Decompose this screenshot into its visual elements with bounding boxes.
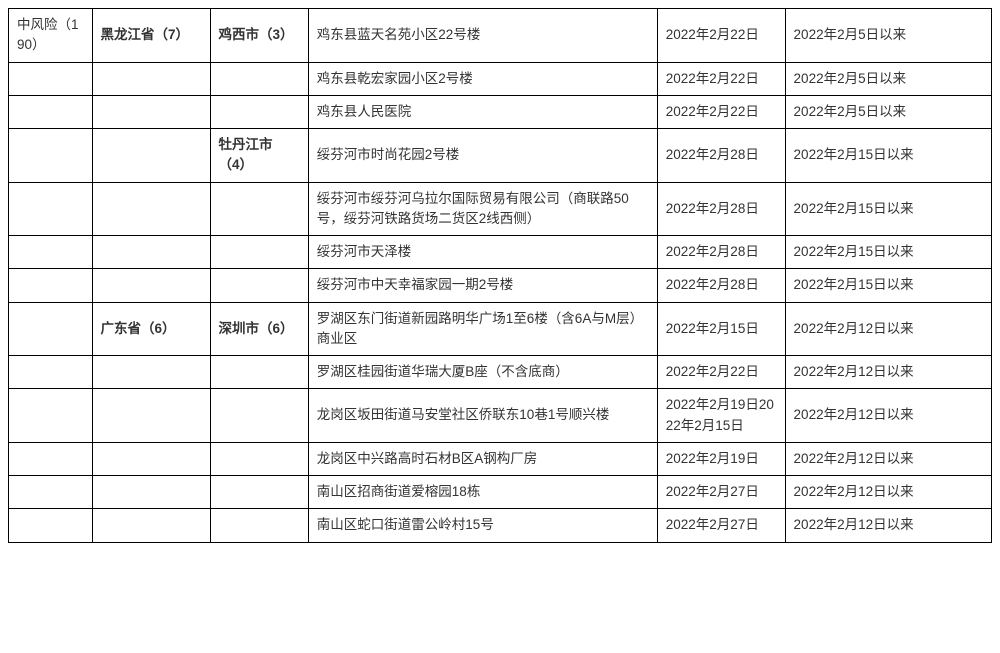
- risk-level-cell: [9, 442, 93, 475]
- address-cell: 绥芬河市时尚花园2号楼: [308, 129, 657, 183]
- province-cell: [92, 129, 210, 183]
- city-cell: [210, 236, 308, 269]
- risk-level-cell: [9, 389, 93, 443]
- address-cell: 龙岗区中兴路高时石材B区A钢构厂房: [308, 442, 657, 475]
- city-cell: [210, 442, 308, 475]
- date2-cell: 2022年2月12日以来: [785, 442, 991, 475]
- province-cell: 黑龙江省（7）: [92, 9, 210, 63]
- city-cell: 鸡西市（3）: [210, 9, 308, 63]
- risk-level-cell: [9, 269, 93, 302]
- city-cell: 牡丹江市（4）: [210, 129, 308, 183]
- date2-cell: 2022年2月5日以来: [785, 95, 991, 128]
- city-cell: [210, 95, 308, 128]
- table-row: 广东省（6）深圳市（6）罗湖区东门街道新园路明华广场1至6楼（含6A与M层）商业…: [9, 302, 992, 356]
- address-cell: 南山区招商街道爱榕园18栋: [308, 476, 657, 509]
- date1-cell: 2022年2月19日: [657, 442, 785, 475]
- address-cell: 鸡东县人民医院: [308, 95, 657, 128]
- province-cell: [92, 95, 210, 128]
- city-cell: [210, 62, 308, 95]
- risk-level-cell: [9, 302, 93, 356]
- risk-level-cell: [9, 476, 93, 509]
- date1-cell: 2022年2月27日: [657, 509, 785, 542]
- province-cell: [92, 476, 210, 509]
- table-row: 罗湖区桂园街道华瑞大厦B座（不含底商）2022年2月22日2022年2月12日以…: [9, 356, 992, 389]
- table-row: 绥芬河市中天幸福家园一期2号楼2022年2月28日2022年2月15日以来: [9, 269, 992, 302]
- address-cell: 鸡东县乾宏家园小区2号楼: [308, 62, 657, 95]
- risk-level-cell: [9, 182, 93, 236]
- risk-level-cell: [9, 356, 93, 389]
- table-row: 绥芬河市天泽楼2022年2月28日2022年2月15日以来: [9, 236, 992, 269]
- city-cell: [210, 269, 308, 302]
- province-cell: 广东省（6）: [92, 302, 210, 356]
- address-cell: 鸡东县蓝天名苑小区22号楼: [308, 9, 657, 63]
- table-row: 龙岗区中兴路高时石材B区A钢构厂房2022年2月19日2022年2月12日以来: [9, 442, 992, 475]
- province-cell: [92, 236, 210, 269]
- date1-cell: 2022年2月22日: [657, 9, 785, 63]
- date2-cell: 2022年2月15日以来: [785, 129, 991, 183]
- date2-cell: 2022年2月12日以来: [785, 302, 991, 356]
- risk-level-cell: [9, 236, 93, 269]
- province-cell: [92, 182, 210, 236]
- province-cell: [92, 389, 210, 443]
- date2-cell: 2022年2月12日以来: [785, 509, 991, 542]
- date2-cell: 2022年2月15日以来: [785, 269, 991, 302]
- address-cell: 绥芬河市绥芬河乌拉尔国际贸易有限公司（商联路50号，绥芬河铁路货场二货区2线西侧…: [308, 182, 657, 236]
- address-cell: 南山区蛇口街道雷公岭村15号: [308, 509, 657, 542]
- address-cell: 罗湖区东门街道新园路明华广场1至6楼（含6A与M层）商业区: [308, 302, 657, 356]
- table-row: 龙岗区坂田街道马安堂社区侨联东10巷1号顺兴楼2022年2月19日2022年2月…: [9, 389, 992, 443]
- city-cell: [210, 182, 308, 236]
- date1-cell: 2022年2月28日: [657, 236, 785, 269]
- table-row: 鸡东县人民医院2022年2月22日2022年2月5日以来: [9, 95, 992, 128]
- province-cell: [92, 509, 210, 542]
- date2-cell: 2022年2月12日以来: [785, 389, 991, 443]
- table-row: 绥芬河市绥芬河乌拉尔国际贸易有限公司（商联路50号，绥芬河铁路货场二货区2线西侧…: [9, 182, 992, 236]
- date1-cell: 2022年2月28日: [657, 269, 785, 302]
- table-row: 南山区蛇口街道雷公岭村15号2022年2月27日2022年2月12日以来: [9, 509, 992, 542]
- date2-cell: 2022年2月5日以来: [785, 62, 991, 95]
- date1-cell: 2022年2月15日: [657, 302, 785, 356]
- date2-cell: 2022年2月5日以来: [785, 9, 991, 63]
- risk-level-cell: 中风险（190）: [9, 9, 93, 63]
- date1-cell: 2022年2月22日: [657, 356, 785, 389]
- date2-cell: 2022年2月12日以来: [785, 356, 991, 389]
- date1-cell: 2022年2月22日: [657, 95, 785, 128]
- city-cell: [210, 509, 308, 542]
- risk-level-cell: [9, 509, 93, 542]
- date1-cell: 2022年2月27日: [657, 476, 785, 509]
- table-body: 中风险（190）黑龙江省（7）鸡西市（3）鸡东县蓝天名苑小区22号楼2022年2…: [9, 9, 992, 543]
- city-cell: 深圳市（6）: [210, 302, 308, 356]
- risk-area-table: 中风险（190）黑龙江省（7）鸡西市（3）鸡东县蓝天名苑小区22号楼2022年2…: [8, 8, 992, 543]
- date1-cell: 2022年2月28日: [657, 129, 785, 183]
- province-cell: [92, 442, 210, 475]
- date1-cell: 2022年2月22日: [657, 62, 785, 95]
- table-row: 鸡东县乾宏家园小区2号楼2022年2月22日2022年2月5日以来: [9, 62, 992, 95]
- table-row: 中风险（190）黑龙江省（7）鸡西市（3）鸡东县蓝天名苑小区22号楼2022年2…: [9, 9, 992, 63]
- risk-level-cell: [9, 62, 93, 95]
- address-cell: 绥芬河市天泽楼: [308, 236, 657, 269]
- table-row: 南山区招商街道爱榕园18栋2022年2月27日2022年2月12日以来: [9, 476, 992, 509]
- date2-cell: 2022年2月15日以来: [785, 236, 991, 269]
- city-cell: [210, 476, 308, 509]
- date1-cell: 2022年2月19日2022年2月15日: [657, 389, 785, 443]
- date2-cell: 2022年2月15日以来: [785, 182, 991, 236]
- address-cell: 绥芬河市中天幸福家园一期2号楼: [308, 269, 657, 302]
- risk-level-cell: [9, 95, 93, 128]
- province-cell: [92, 62, 210, 95]
- province-cell: [92, 356, 210, 389]
- table-row: 牡丹江市（4）绥芬河市时尚花园2号楼2022年2月28日2022年2月15日以来: [9, 129, 992, 183]
- date2-cell: 2022年2月12日以来: [785, 476, 991, 509]
- date1-cell: 2022年2月28日: [657, 182, 785, 236]
- city-cell: [210, 389, 308, 443]
- city-cell: [210, 356, 308, 389]
- risk-level-cell: [9, 129, 93, 183]
- province-cell: [92, 269, 210, 302]
- address-cell: 罗湖区桂园街道华瑞大厦B座（不含底商）: [308, 356, 657, 389]
- address-cell: 龙岗区坂田街道马安堂社区侨联东10巷1号顺兴楼: [308, 389, 657, 443]
